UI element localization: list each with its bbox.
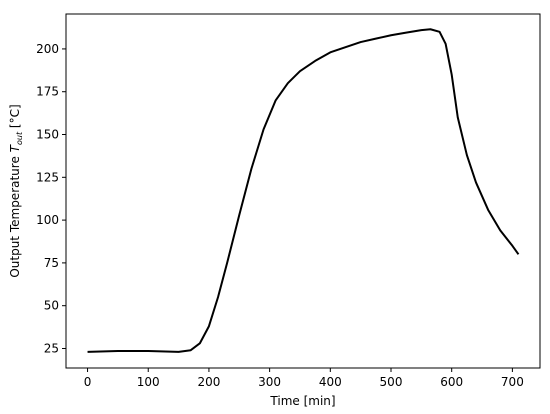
x-tick-label: 200 xyxy=(197,375,220,389)
y-tick-label: 125 xyxy=(36,170,59,184)
y-tick-label: 50 xyxy=(44,299,59,313)
line-series xyxy=(87,28,520,353)
y-tick-label: 175 xyxy=(36,85,59,99)
x-tick-label: 400 xyxy=(319,375,342,389)
y-axis-label: Output Temperature Tout [°C] xyxy=(8,104,24,277)
y-label-text: Output Temperature xyxy=(8,152,22,277)
x-tick-label: 0 xyxy=(84,375,92,389)
y-label-symbol: T xyxy=(8,143,22,152)
x-tick-label: 500 xyxy=(380,375,403,389)
x-tick-label: 100 xyxy=(137,375,160,389)
y-tick-label: 150 xyxy=(36,128,59,142)
y-label-subscript: out xyxy=(15,131,24,145)
x-axis-label: Time [min] xyxy=(269,394,335,408)
y-tick-label: 200 xyxy=(36,42,59,56)
x-tick-label: 300 xyxy=(258,375,281,389)
y-tick-label: 100 xyxy=(36,213,59,227)
plot-frame xyxy=(65,13,541,369)
x-tick-label: 600 xyxy=(440,375,463,389)
y-label-unit: [°C] xyxy=(8,104,22,132)
x-tick-label: 700 xyxy=(501,375,524,389)
y-tick-label: 25 xyxy=(44,341,59,355)
y-tick-label: 75 xyxy=(44,256,59,270)
